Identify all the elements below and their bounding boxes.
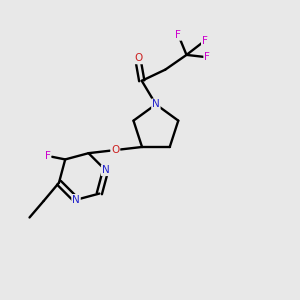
Text: O: O [134,53,142,63]
Text: F: F [204,52,210,62]
Text: F: F [202,36,208,46]
Text: O: O [111,145,119,155]
Text: N: N [102,165,110,175]
Text: N: N [152,99,160,110]
Text: N: N [72,195,80,205]
Text: F: F [175,30,181,40]
Text: F: F [45,151,50,161]
